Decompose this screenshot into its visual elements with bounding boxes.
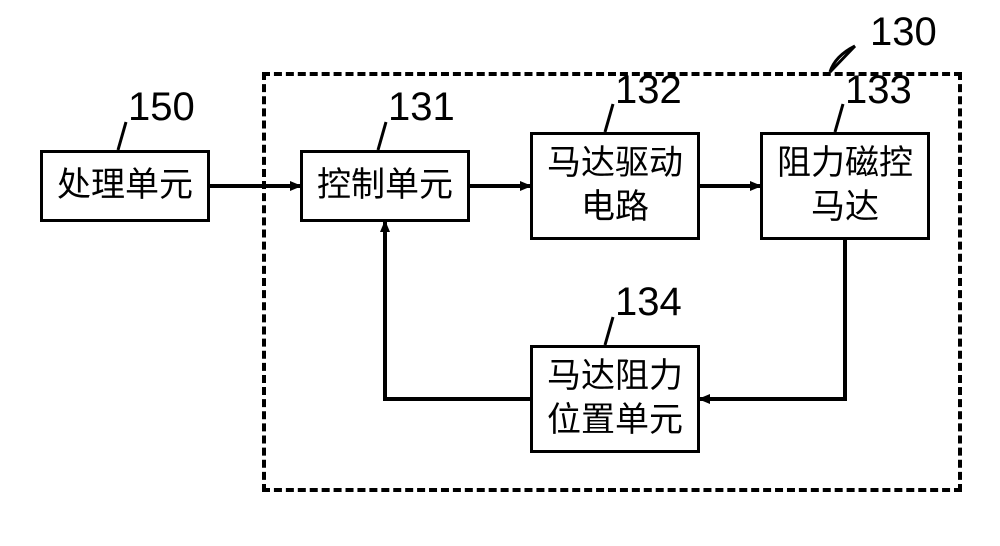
node-label: 控制单元 (317, 164, 453, 208)
ref-label-150: 150 (128, 85, 195, 130)
diagram-root: 130 处理单元 150 控制单元 131 马达驱动 电路 132 阻力磁控 马… (0, 0, 1000, 546)
node-motor-resistance-position-unit: 马达阻力 位置单元 (530, 345, 700, 453)
ref-label-132: 132 (615, 68, 682, 113)
node-label: 马达阻力 位置单元 (547, 355, 683, 443)
ref-label-134: 134 (615, 280, 682, 325)
node-label: 处理单元 (57, 164, 193, 208)
node-control-unit: 控制单元 (300, 150, 470, 222)
ref-label-130: 130 (870, 10, 937, 55)
node-resistance-magnetic-motor: 阻力磁控 马达 (760, 132, 930, 240)
node-processing-unit: 处理单元 (40, 150, 210, 222)
node-motor-drive-circuit: 马达驱动 电路 (530, 132, 700, 240)
node-label: 马达驱动 电路 (547, 142, 683, 230)
ref-label-133: 133 (845, 68, 912, 113)
node-label: 阻力磁控 马达 (777, 142, 913, 230)
ref-label-131: 131 (388, 85, 455, 130)
